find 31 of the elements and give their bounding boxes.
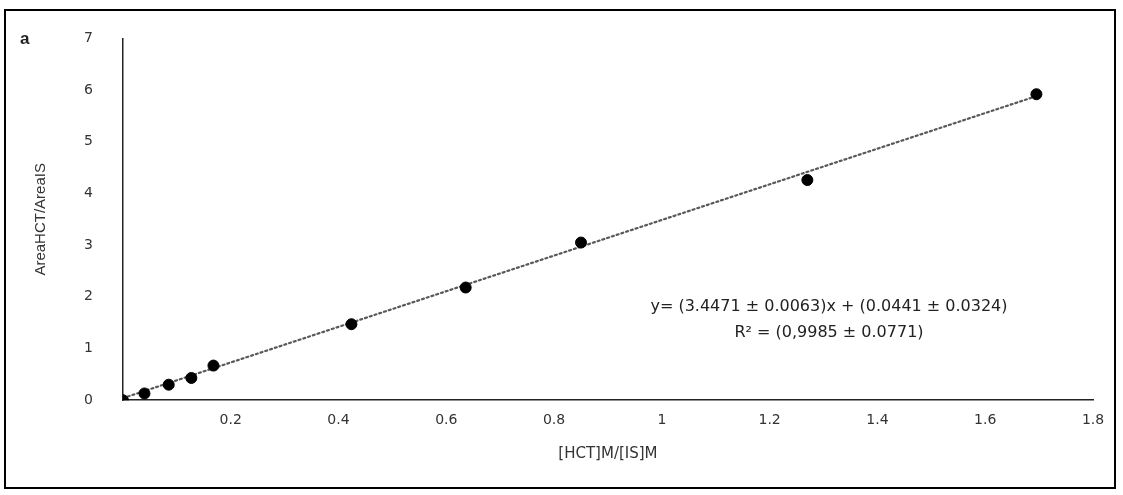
point [345,318,358,331]
x-tick-label: 0.8 [542,411,566,428]
y-tick-label: 1 [83,339,93,356]
point [801,174,814,187]
point [162,378,175,391]
point [207,359,220,372]
y-tick-label: 3 [83,235,93,252]
x-tick-label: 1 [657,411,667,428]
x-tick-label: 0.6 [435,411,458,428]
y-tick-label: 7 [83,29,93,46]
text: a [20,29,30,48]
y-tick-label: 5 [83,132,93,149]
x-tick-label: 1.6 [974,411,997,428]
point [459,281,472,294]
annotation: R² = (0,9985 ± 0.0771) [734,322,924,341]
y-tick-label: 4 [83,184,93,201]
y-axis-title: AreaHCT/AreaIS [31,163,49,276]
point [575,236,588,249]
y-tick-label: 0 [83,390,93,407]
point [138,387,151,400]
point [1030,88,1043,101]
annotation: y= (3.4471 ± 0.0063)x + (0.0441 ± 0.0324) [650,296,1008,315]
x-tick-label: 0.4 [327,411,350,428]
x-tick-label: 1.8 [1081,411,1105,428]
y-tick-label: 2 [83,287,93,304]
y-tick-label: 6 [83,80,93,97]
x-tick-label: 1.2 [758,411,781,428]
x-tick-label: 0.2 [219,411,242,428]
x-tick-label: 1.4 [866,411,889,428]
x-axis-title: [HCT]M/[IS]M [558,443,658,462]
point [185,371,198,384]
